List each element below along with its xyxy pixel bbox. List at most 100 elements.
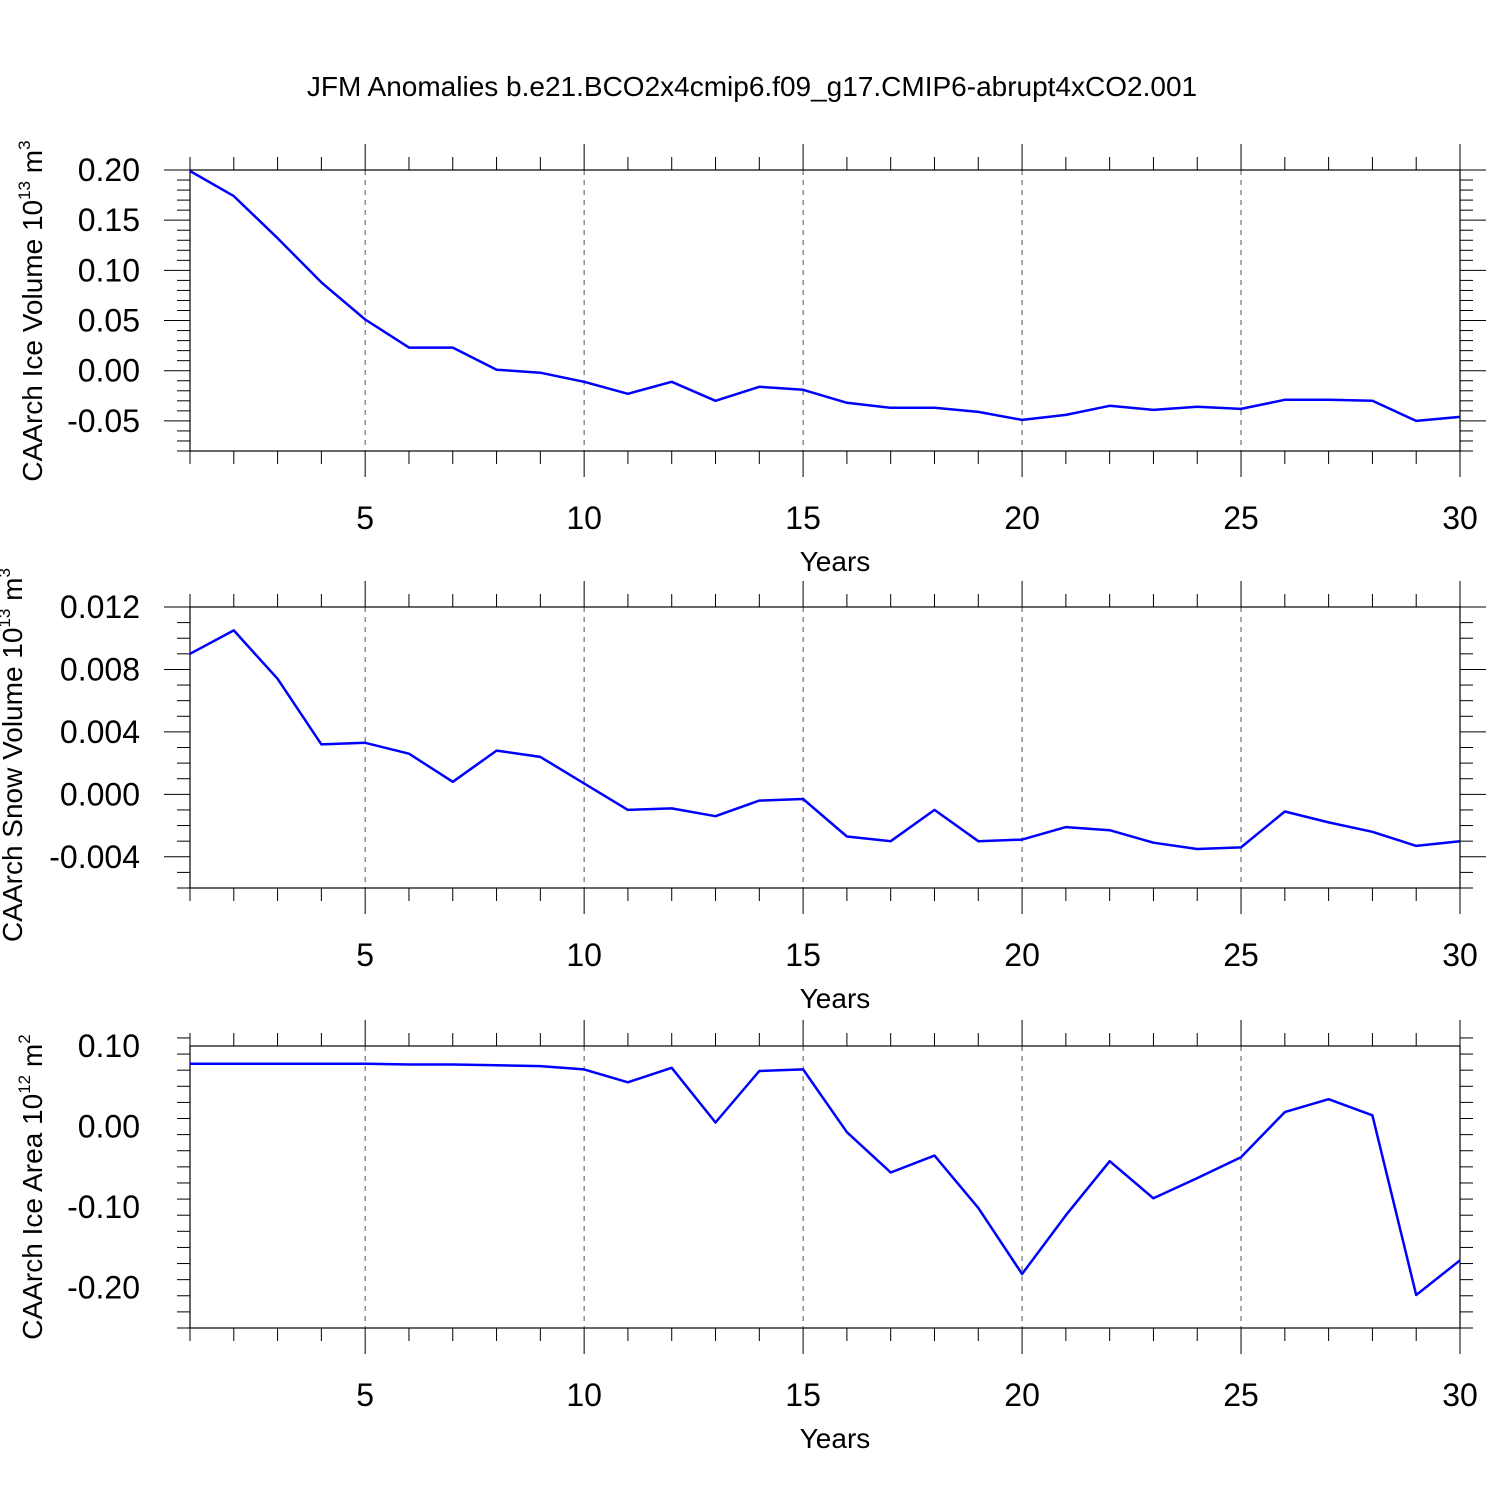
data-point-ice-area-20 bbox=[1021, 1273, 1023, 1275]
y-tick-label: 0.004 bbox=[60, 714, 140, 750]
data-point-ice-area-2 bbox=[233, 1063, 235, 1065]
data-point-ice-volume-25 bbox=[1240, 408, 1242, 410]
data-point-ice-volume-7 bbox=[452, 346, 454, 348]
data-point-ice-area-28 bbox=[1371, 1114, 1373, 1116]
y-axis-label-unit: m bbox=[17, 150, 48, 181]
data-point-ice-volume-30 bbox=[1459, 416, 1461, 418]
data-point-ice-volume-8 bbox=[495, 369, 497, 371]
x-tick-label: 5 bbox=[356, 937, 374, 973]
data-point-ice-volume-26 bbox=[1284, 399, 1286, 401]
data-point-ice-volume-19 bbox=[977, 411, 979, 413]
y-axis-label: CAArch Snow Volume 1013 m3 bbox=[0, 568, 28, 942]
data-point-ice-area-8 bbox=[495, 1064, 497, 1066]
y-tick-label: 0.00 bbox=[78, 1109, 140, 1145]
data-point-snow-volume-2 bbox=[233, 629, 235, 631]
x-tick-label: 10 bbox=[566, 937, 602, 973]
y-tick-label: 0.000 bbox=[60, 776, 140, 812]
data-point-snow-volume-4 bbox=[320, 743, 322, 745]
y-axis-label-exponent: 12 bbox=[15, 1075, 34, 1094]
data-point-ice-volume-29 bbox=[1415, 420, 1417, 422]
x-tick-label: 10 bbox=[566, 1377, 602, 1413]
x-tick-label: 20 bbox=[1004, 1377, 1040, 1413]
data-point-ice-area-29 bbox=[1415, 1294, 1417, 1296]
data-point-ice-volume-10 bbox=[583, 381, 585, 383]
data-point-ice-volume-2 bbox=[233, 195, 235, 197]
data-point-snow-volume-9 bbox=[539, 756, 541, 758]
x-tick-label: 25 bbox=[1223, 500, 1259, 536]
panel-ice-area: 5 10 15 20 25 30 0.10 0.00 -0.10 -0.20 Years CAArch… bbox=[15, 1020, 1478, 1454]
data-point-ice-volume-14 bbox=[758, 386, 760, 388]
y-tick-label: -0.20 bbox=[67, 1270, 140, 1306]
panels: 5 10 15 20 25 300.200.150.100.050.00-0.05Year… bbox=[0, 140, 1486, 1454]
data-point-snow-volume-12 bbox=[671, 807, 673, 809]
data-point-ice-volume-15 bbox=[802, 389, 804, 391]
x-tick-label: 5 bbox=[356, 1377, 374, 1413]
x-axis-label: Years bbox=[800, 546, 871, 577]
data-point-snow-volume-3 bbox=[276, 678, 278, 680]
x-tick-label: 20 bbox=[1004, 500, 1040, 536]
data-point-snow-volume-20 bbox=[1021, 838, 1023, 840]
y-axis-label: CAArch Ice Volume 1013 m3 bbox=[15, 140, 48, 481]
y-tick-label: 0.012 bbox=[60, 589, 140, 625]
y-tick-label: -0.05 bbox=[67, 403, 140, 439]
data-point-snow-volume-25 bbox=[1240, 846, 1242, 848]
data-point-snow-volume-8 bbox=[495, 749, 497, 751]
x-tick-label: 30 bbox=[1442, 500, 1478, 536]
y-axis-label-unit-exponent: 2 bbox=[15, 1034, 34, 1043]
data-point-ice-volume-6 bbox=[408, 346, 410, 348]
y-axis-label-exponent: 13 bbox=[0, 609, 14, 628]
x-tick-label: 20 bbox=[1004, 937, 1040, 973]
y-axis-label-unit: m bbox=[17, 1044, 48, 1075]
x-tick-label: 15 bbox=[785, 1377, 821, 1413]
x-tick-label: 10 bbox=[566, 500, 602, 536]
y-tick-label: 0.008 bbox=[60, 651, 140, 687]
figure-title: JFM Anomalies b.e21.BCO2x4cmip6.f09_g17.… bbox=[307, 71, 1197, 102]
data-point-ice-volume-9 bbox=[539, 372, 541, 374]
data-point-ice-area-16 bbox=[846, 1131, 848, 1133]
y-axis-label-text: CAArch Snow Volume 10 bbox=[0, 628, 28, 942]
y-tick-label: -0.10 bbox=[67, 1189, 140, 1225]
data-point-snow-volume-5 bbox=[364, 742, 366, 744]
y-axis-label-unit: m bbox=[0, 578, 28, 609]
y-axis-label-text: CAArch Ice Area 10 bbox=[17, 1094, 48, 1340]
series-line-ice-area bbox=[190, 1062, 1461, 1297]
x-tick-label: 5 bbox=[356, 500, 374, 536]
data-point-ice-area-7 bbox=[452, 1063, 454, 1065]
data-point-ice-area-19 bbox=[977, 1207, 979, 1209]
panel-ice-volume: 5 10 15 20 25 30 0.20 0.15 0.10 0.05 0.00 -0.05 Year… bbox=[15, 140, 1486, 577]
data-point-ice-volume-22 bbox=[1108, 405, 1110, 407]
data-point-snow-volume-27 bbox=[1327, 821, 1329, 823]
data-point-ice-area-24 bbox=[1196, 1177, 1198, 1179]
data-point-ice-area-6 bbox=[408, 1063, 410, 1065]
data-point-ice-area-11 bbox=[627, 1081, 629, 1083]
data-point-snow-volume-22 bbox=[1108, 829, 1110, 831]
data-point-ice-area-21 bbox=[1065, 1214, 1067, 1216]
series-line-snow-volume bbox=[189, 629, 1461, 851]
y-tick-label: 0.10 bbox=[78, 1028, 140, 1064]
y-tick-label: 0.10 bbox=[78, 252, 140, 288]
data-point-ice-volume-5 bbox=[364, 318, 366, 320]
data-point-snow-volume-1 bbox=[189, 653, 191, 655]
panel-snow-volume: 5 10 15 20 25 30 0.012 0.008 0.004 0.000 -0.004 Yea… bbox=[0, 568, 1486, 1014]
data-point-ice-volume-20 bbox=[1021, 419, 1023, 421]
data-point-ice-volume-23 bbox=[1152, 409, 1154, 411]
data-point-snow-volume-13 bbox=[714, 815, 716, 817]
data-point-ice-area-10 bbox=[583, 1068, 585, 1070]
data-point-snow-volume-16 bbox=[846, 835, 848, 837]
y-tick-label: 0.20 bbox=[78, 152, 140, 188]
data-point-ice-volume-24 bbox=[1196, 406, 1198, 408]
data-point-snow-volume-28 bbox=[1371, 831, 1373, 833]
data-point-ice-volume-16 bbox=[846, 402, 848, 404]
y-tick-label: 0.00 bbox=[78, 353, 140, 389]
x-axis-label: Years bbox=[800, 1423, 871, 1454]
y-axis-label-text: CAArch Ice Volume 10 bbox=[17, 200, 48, 482]
y-axis-label: CAArch Ice Area 1012 m2 bbox=[15, 1034, 48, 1339]
data-point-snow-volume-19 bbox=[977, 840, 979, 842]
data-point-ice-area-12 bbox=[671, 1067, 673, 1069]
data-point-ice-volume-12 bbox=[671, 381, 673, 383]
x-tick-label: 25 bbox=[1223, 1377, 1259, 1413]
data-point-snow-volume-14 bbox=[758, 799, 760, 801]
y-axis-label-unit-exponent: 3 bbox=[0, 568, 14, 577]
data-point-ice-area-13 bbox=[714, 1121, 716, 1123]
